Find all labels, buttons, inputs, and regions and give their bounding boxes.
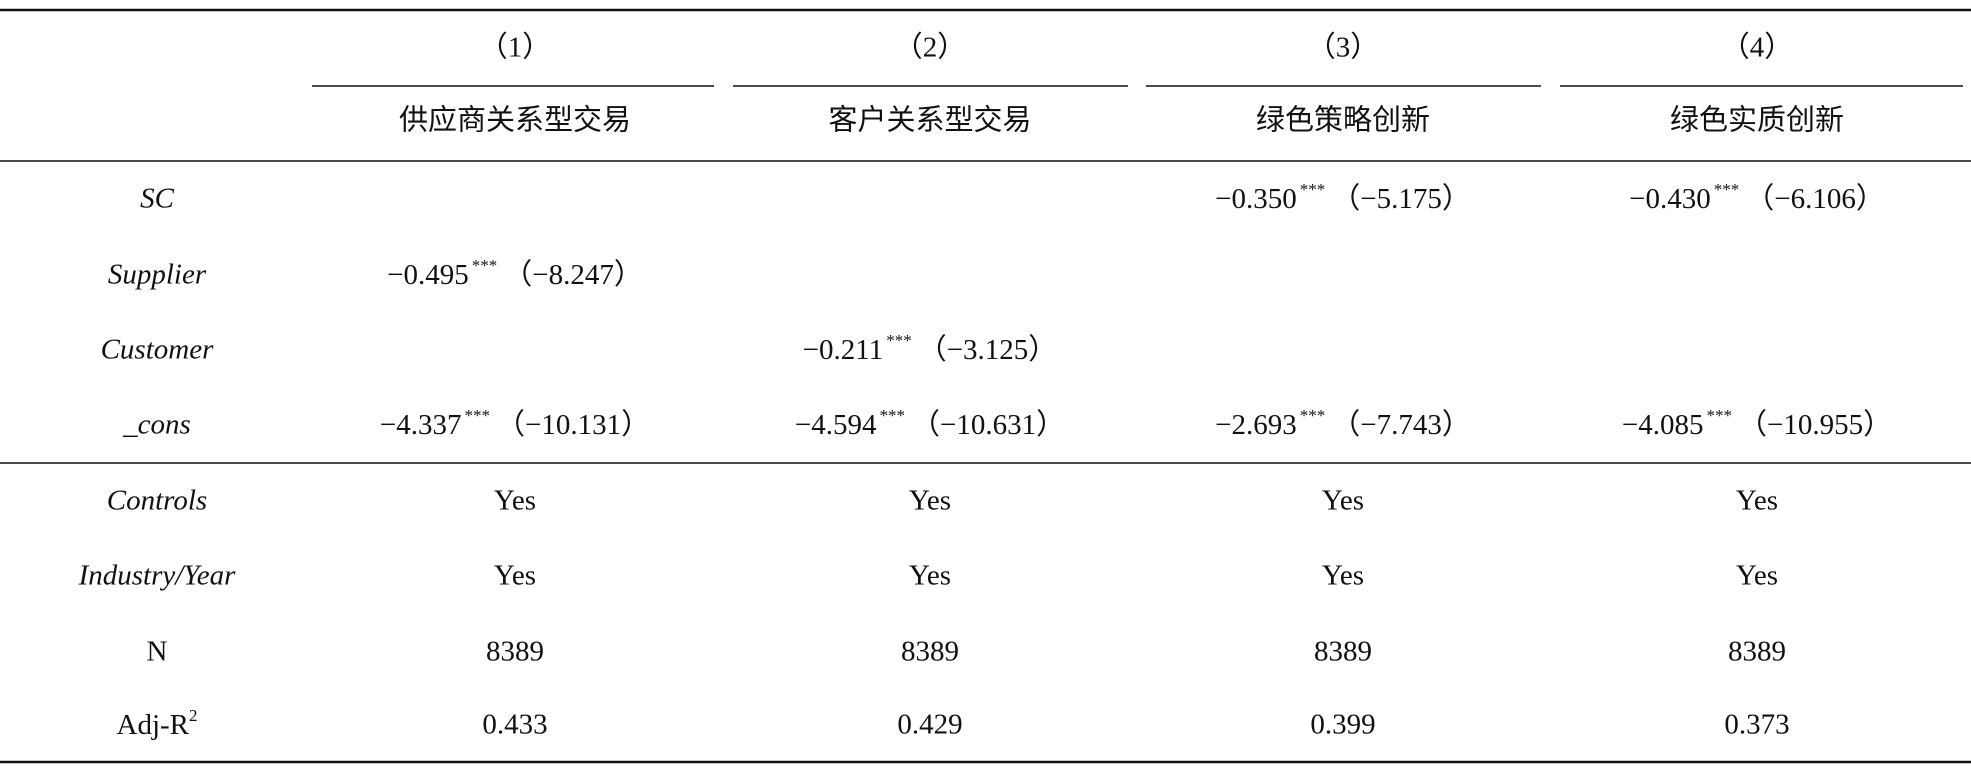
coefficient-cell: −2.693 *** （−7.743） bbox=[1215, 406, 1471, 440]
column-title: 供应商关系型交易 bbox=[399, 104, 631, 137]
label-superscript: 2 bbox=[189, 706, 198, 725]
significance-stars: *** bbox=[472, 256, 498, 275]
coefficient: −0.211 bbox=[803, 334, 884, 366]
coefficient-cell: −4.337 *** （−10.131） bbox=[380, 406, 650, 440]
coefficient: −2.693 bbox=[1215, 409, 1297, 441]
t-statistic: （−3.125） bbox=[918, 334, 1058, 366]
significance-stars: *** bbox=[880, 406, 906, 425]
row-label: _cons bbox=[122, 409, 191, 441]
statistic-cell: Yes bbox=[1736, 560, 1778, 592]
row-label: Industry/Year bbox=[78, 560, 237, 592]
row-label: N bbox=[147, 636, 168, 668]
coefficient: −4.337 bbox=[380, 409, 462, 441]
t-statistic: （−10.955） bbox=[1738, 409, 1892, 441]
coefficient-cell: −0.495 *** （−8.247） bbox=[387, 256, 643, 290]
coefficient-cell: −0.211 *** （−3.125） bbox=[803, 331, 1058, 365]
statistic-cell: Yes bbox=[1736, 485, 1778, 517]
coefficient: −4.594 bbox=[795, 409, 877, 441]
significance-stars: *** bbox=[886, 331, 912, 350]
coefficient: −4.085 bbox=[1622, 409, 1704, 441]
statistic-cell: Yes bbox=[1322, 485, 1364, 517]
t-statistic: （−5.175） bbox=[1331, 183, 1471, 215]
coefficient: −0.350 bbox=[1215, 183, 1297, 215]
column-title: 绿色策略创新 bbox=[1256, 104, 1430, 137]
row-label: Controls bbox=[107, 485, 207, 517]
column-number: （3） bbox=[1307, 32, 1380, 64]
statistic-cell: 8389 bbox=[1728, 636, 1786, 668]
statistic-cell: Yes bbox=[909, 560, 951, 592]
statistic-cell: 8389 bbox=[486, 636, 544, 668]
significance-stars: *** bbox=[1300, 180, 1326, 199]
row-label: Supplier bbox=[108, 259, 207, 291]
statistic-cell: 0.429 bbox=[897, 709, 962, 741]
column-number: （1） bbox=[479, 32, 552, 64]
t-statistic: （−10.631） bbox=[911, 409, 1065, 441]
column-number: （4） bbox=[1721, 32, 1794, 64]
column-number: （2） bbox=[894, 32, 967, 64]
coefficient-cell: −4.085 *** （−10.955） bbox=[1622, 406, 1892, 440]
row-label: Customer bbox=[101, 334, 215, 366]
statistic-cell: 0.373 bbox=[1724, 709, 1789, 741]
significance-stars: *** bbox=[1300, 406, 1326, 425]
statistic-cell: Yes bbox=[1322, 560, 1364, 592]
t-statistic: （−10.131） bbox=[496, 409, 650, 441]
statistic-cell: 8389 bbox=[1314, 636, 1372, 668]
label-text: Adj-R bbox=[117, 709, 190, 741]
statistic-cell: Yes bbox=[494, 560, 536, 592]
column-title: 客户关系型交易 bbox=[828, 104, 1031, 137]
t-statistic: （−7.743） bbox=[1331, 409, 1471, 441]
statistic-cell: Yes bbox=[909, 485, 951, 517]
t-statistic: （−6.106） bbox=[1745, 183, 1885, 215]
statistic-cell: 8389 bbox=[901, 636, 959, 668]
column-title: 绿色实质创新 bbox=[1670, 104, 1844, 137]
significance-stars: *** bbox=[1707, 406, 1733, 425]
coefficient-cell: −0.350 *** （−5.175） bbox=[1215, 180, 1471, 214]
statistic-cell: Yes bbox=[494, 485, 536, 517]
row-label: Adj-R2 bbox=[117, 706, 198, 740]
t-statistic: （−8.247） bbox=[503, 259, 643, 291]
coefficient: −0.495 bbox=[387, 259, 469, 291]
coefficient-cell: −0.430 *** （−6.106） bbox=[1629, 180, 1885, 214]
row-label: SC bbox=[140, 183, 175, 215]
significance-stars: *** bbox=[1714, 180, 1740, 199]
significance-stars: *** bbox=[465, 406, 491, 425]
coefficient-cell: −4.594 *** （−10.631） bbox=[795, 406, 1065, 440]
coefficient: −0.430 bbox=[1629, 183, 1711, 215]
statistic-cell: 0.399 bbox=[1310, 709, 1375, 741]
statistic-cell: 0.433 bbox=[482, 709, 547, 741]
